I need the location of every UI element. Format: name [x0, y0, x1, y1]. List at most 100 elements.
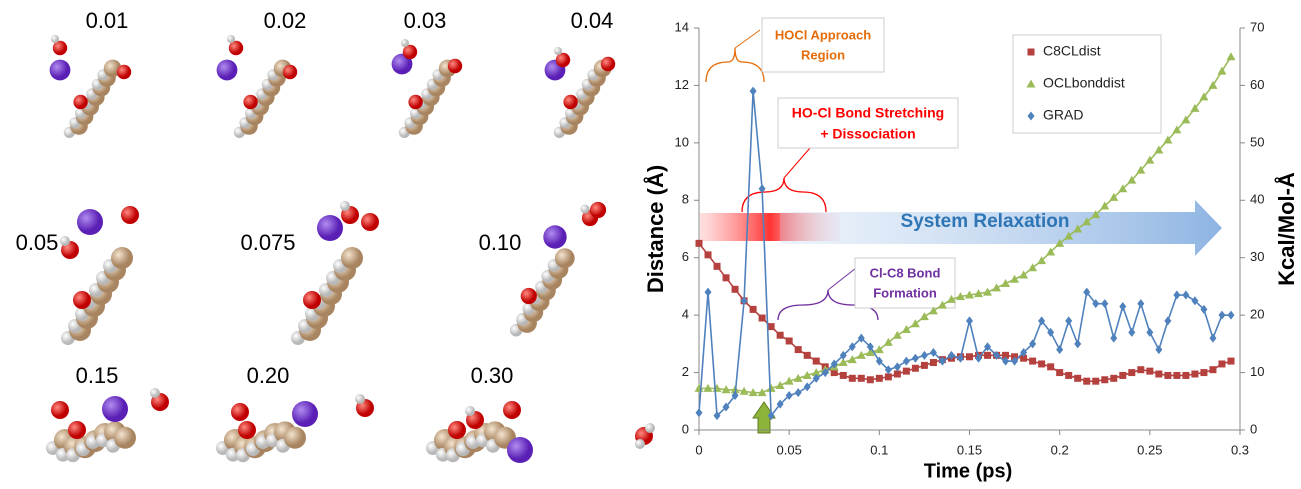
marker — [1145, 155, 1155, 164]
x-tick-label: 0.3 — [1231, 442, 1249, 457]
marker — [830, 359, 838, 369]
marker — [911, 353, 919, 363]
annotation-box — [777, 97, 959, 149]
marker — [704, 287, 712, 297]
marker — [955, 291, 965, 300]
hydrogen-atom — [465, 406, 475, 416]
marker — [1046, 247, 1056, 256]
marker — [703, 383, 713, 392]
marker — [1209, 333, 1217, 343]
marker — [1182, 290, 1190, 300]
marker — [856, 350, 866, 359]
molecule — [391, 39, 463, 138]
oxygen-atom — [73, 291, 91, 309]
oxygen-atom — [402, 44, 418, 60]
marker — [1137, 299, 1145, 309]
marker — [1136, 165, 1146, 174]
marker — [920, 361, 928, 369]
marker — [1082, 217, 1092, 226]
marker — [1146, 327, 1154, 337]
marker — [1002, 351, 1010, 359]
oxygen-atom — [361, 213, 379, 231]
hydrogen-atom — [60, 236, 70, 246]
marker — [1092, 377, 1100, 385]
marker — [1208, 80, 1218, 89]
marker — [1027, 48, 1035, 56]
marker — [1038, 316, 1046, 326]
marker — [758, 184, 766, 194]
marker — [1164, 371, 1172, 379]
molecule-panel: 0.01 0.02 0.03 0.04 0.05 0.075 0.10 0.15 0.20 0.3… — [16, 8, 616, 463]
marker — [1074, 339, 1082, 349]
marker — [1011, 356, 1019, 366]
bracket — [741, 177, 827, 213]
marker — [865, 347, 875, 356]
marker — [1127, 175, 1137, 184]
marker — [1218, 360, 1226, 368]
series-line — [698, 242, 1232, 382]
marker — [812, 357, 820, 365]
marker — [1191, 370, 1199, 378]
marker — [1128, 369, 1136, 377]
marker — [947, 350, 955, 360]
molecule — [216, 394, 374, 463]
oxygen-atom — [68, 421, 86, 439]
molecule — [60, 206, 139, 345]
y-tick-label: 8 — [682, 192, 689, 207]
y2-tick-label: 0 — [1250, 421, 1257, 436]
marker — [794, 388, 802, 398]
marker — [1047, 327, 1055, 337]
snapshot-label: 0.15 — [76, 363, 119, 388]
x-tick-label: 0.25 — [1137, 442, 1162, 457]
chlorine-atom — [292, 401, 318, 427]
marker — [884, 365, 892, 375]
marker — [937, 300, 947, 309]
y2-tick-label: 50 — [1250, 134, 1264, 149]
marker — [1154, 145, 1164, 154]
bracket — [705, 47, 765, 83]
marker — [775, 380, 785, 389]
x-tick-label: 0.05 — [777, 442, 802, 457]
marker — [1110, 374, 1118, 382]
chlorine-atom — [49, 59, 71, 81]
marker — [1065, 316, 1073, 326]
marker — [992, 283, 1002, 292]
marker — [1029, 357, 1037, 365]
marker — [1055, 238, 1065, 247]
marker — [848, 374, 856, 382]
legend-box — [1012, 34, 1162, 134]
marker — [784, 376, 794, 385]
snapshot-label: 0.01 — [86, 8, 129, 33]
marker — [883, 337, 893, 346]
marker — [993, 350, 1001, 360]
oxygen-atom — [520, 287, 537, 305]
marker — [740, 296, 748, 306]
marker — [1209, 366, 1217, 374]
marker — [767, 323, 775, 331]
marker — [1074, 374, 1082, 382]
marker — [1101, 376, 1109, 384]
marker — [974, 289, 984, 298]
marker — [757, 388, 767, 397]
marker — [866, 376, 874, 384]
marker — [975, 353, 983, 363]
marker — [1155, 370, 1163, 378]
chlorine-atom — [317, 215, 343, 241]
marker — [793, 373, 803, 382]
marker — [785, 391, 793, 401]
y-tick-label: 14 — [675, 19, 689, 34]
snapshot-label: 0.03 — [404, 8, 447, 33]
marker — [1172, 125, 1182, 134]
marker — [794, 346, 802, 354]
annotation: Cl-C8 Bond — [870, 265, 941, 280]
marker — [1038, 360, 1046, 368]
marker — [910, 319, 920, 328]
oxygen-atom — [228, 40, 244, 56]
marker — [1137, 366, 1145, 374]
marker — [1217, 66, 1227, 75]
marker — [1027, 111, 1035, 121]
marker — [1190, 103, 1200, 112]
y-tick-label: 6 — [682, 249, 689, 264]
marker — [1002, 356, 1010, 366]
